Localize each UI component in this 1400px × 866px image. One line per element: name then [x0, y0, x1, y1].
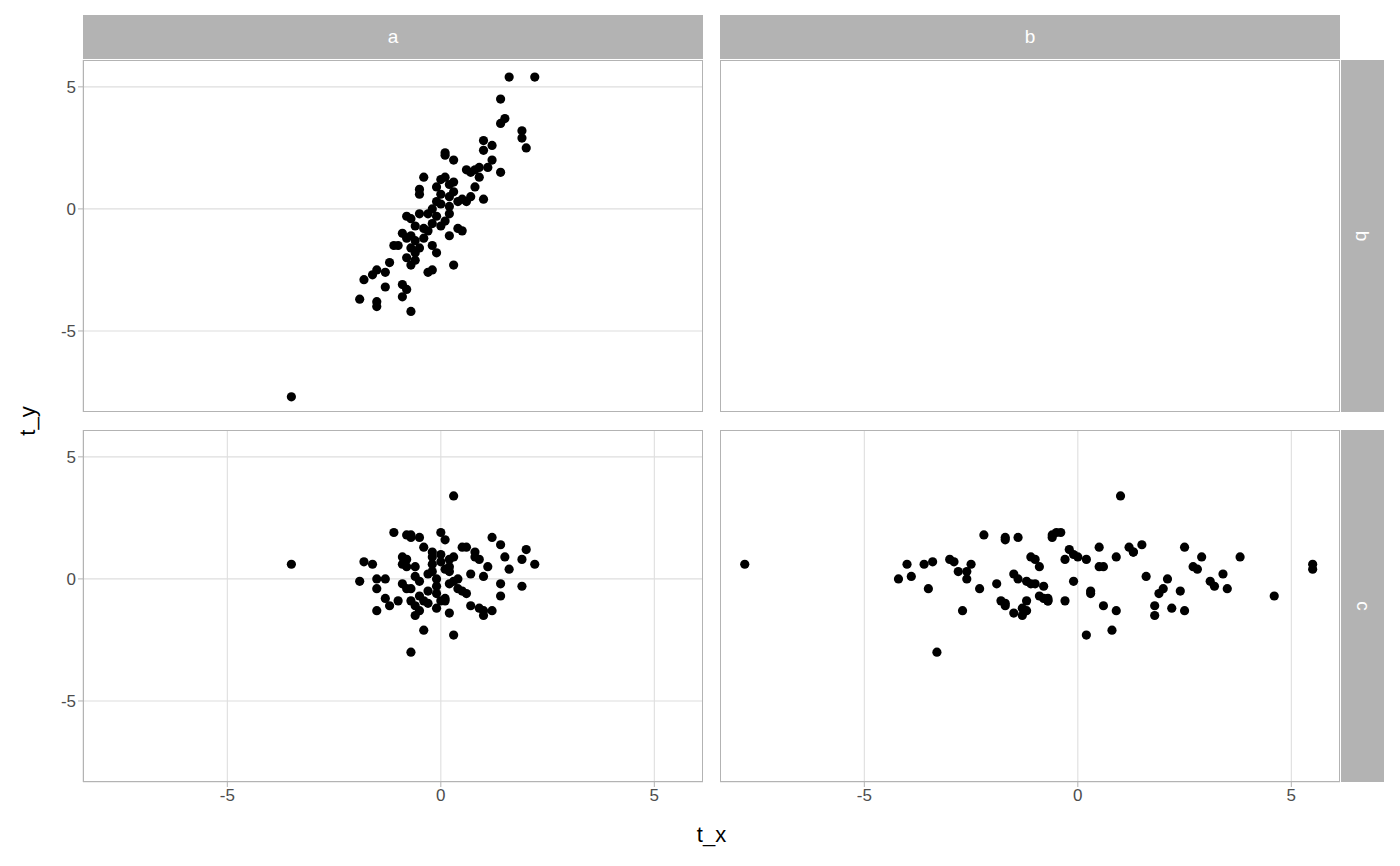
html-text:t_y: t_y	[15, 406, 40, 436]
html-text:b: b	[1024, 26, 1036, 47]
html-text:t_x: t_x	[696, 822, 727, 847]
svg-text:-5: -5	[220, 786, 235, 805]
html-text:b: b	[1352, 230, 1374, 242]
svg-text:0: 0	[67, 570, 76, 589]
svg-text:-5: -5	[61, 692, 76, 711]
svg-text:5: 5	[1287, 786, 1296, 805]
svg-text:5: 5	[650, 786, 659, 805]
svg-text:0: 0	[436, 786, 445, 805]
svg-text:0: 0	[1073, 786, 1082, 805]
html-text:c: c	[1352, 601, 1374, 611]
svg-text:5: 5	[67, 78, 76, 97]
svg-text:-5: -5	[61, 322, 76, 341]
svg-text:5: 5	[67, 448, 76, 467]
svg-text:0: 0	[67, 200, 76, 219]
svg-text:-5: -5	[857, 786, 872, 805]
html-text:a: a	[387, 26, 399, 47]
